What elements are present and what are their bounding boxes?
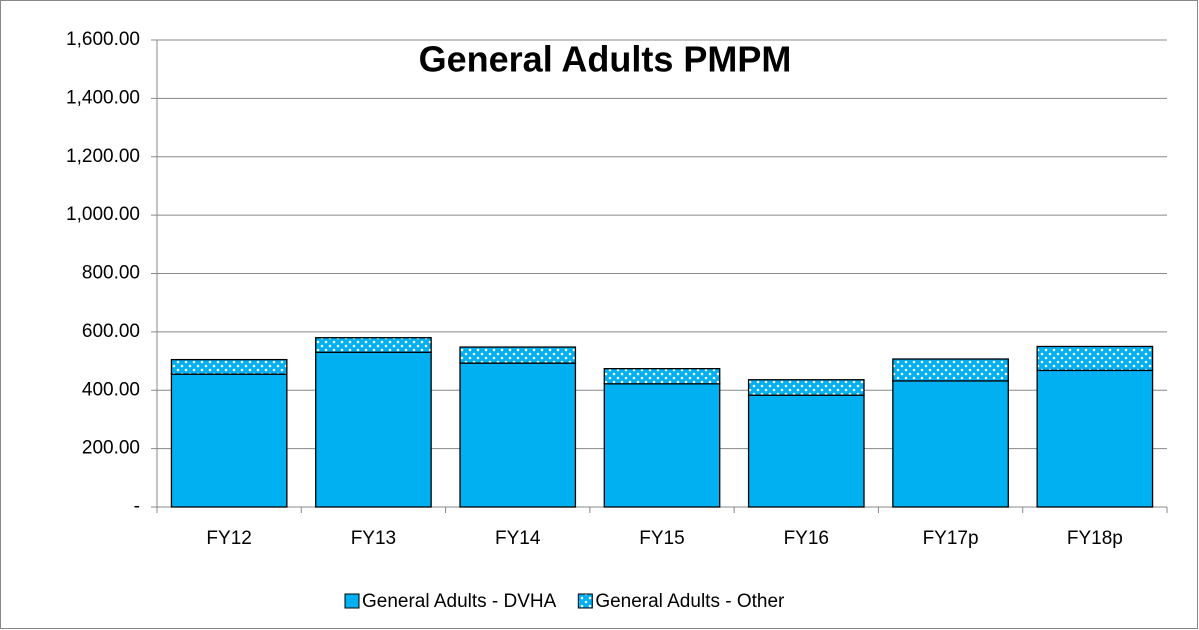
x-tick-label: FY15	[639, 528, 684, 549]
y-tick-label: 400.00	[82, 379, 140, 400]
y-tick-label: -	[134, 496, 140, 517]
y-tick-label: 200.00	[82, 438, 140, 459]
y-tick-label: 1,000.00	[66, 204, 140, 225]
bar-segment	[892, 380, 1009, 508]
bar-segment	[459, 346, 577, 364]
y-tick-label: 1,400.00	[66, 87, 140, 108]
bar-segment	[315, 337, 432, 353]
x-tick-label: FY12	[206, 528, 251, 549]
bar-segment	[459, 362, 577, 508]
y-tick-label: 800.00	[82, 263, 140, 284]
bar-segment	[892, 358, 1009, 382]
chart-title: General Adults PMPM	[419, 39, 792, 80]
x-tick-label: FY17p	[923, 528, 979, 549]
y-tick-label: 1,200.00	[66, 146, 140, 167]
legend-label: General Adults - Other	[595, 591, 785, 612]
bar-segment	[315, 351, 432, 508]
bar-segment	[747, 379, 865, 396]
bar-segment	[170, 358, 288, 375]
y-tick-label: 1,600.00	[66, 29, 140, 50]
x-tick-label: FY14	[495, 528, 541, 549]
bar-segment	[1036, 369, 1154, 508]
bar-segment	[170, 373, 288, 508]
x-tick-label: FY16	[784, 528, 829, 549]
bar-segment	[603, 368, 721, 385]
bar-segment	[747, 394, 865, 508]
bar-segment	[1036, 345, 1154, 372]
legend-swatch	[577, 593, 593, 609]
x-tick-label: FY13	[351, 528, 396, 549]
legend-label: General Adults - DVHA	[362, 591, 557, 612]
x-tick-label: FY18p	[1067, 528, 1123, 549]
legend-swatch	[344, 593, 360, 609]
bar-segment	[603, 383, 721, 508]
y-tick-label: 600.00	[82, 321, 140, 342]
